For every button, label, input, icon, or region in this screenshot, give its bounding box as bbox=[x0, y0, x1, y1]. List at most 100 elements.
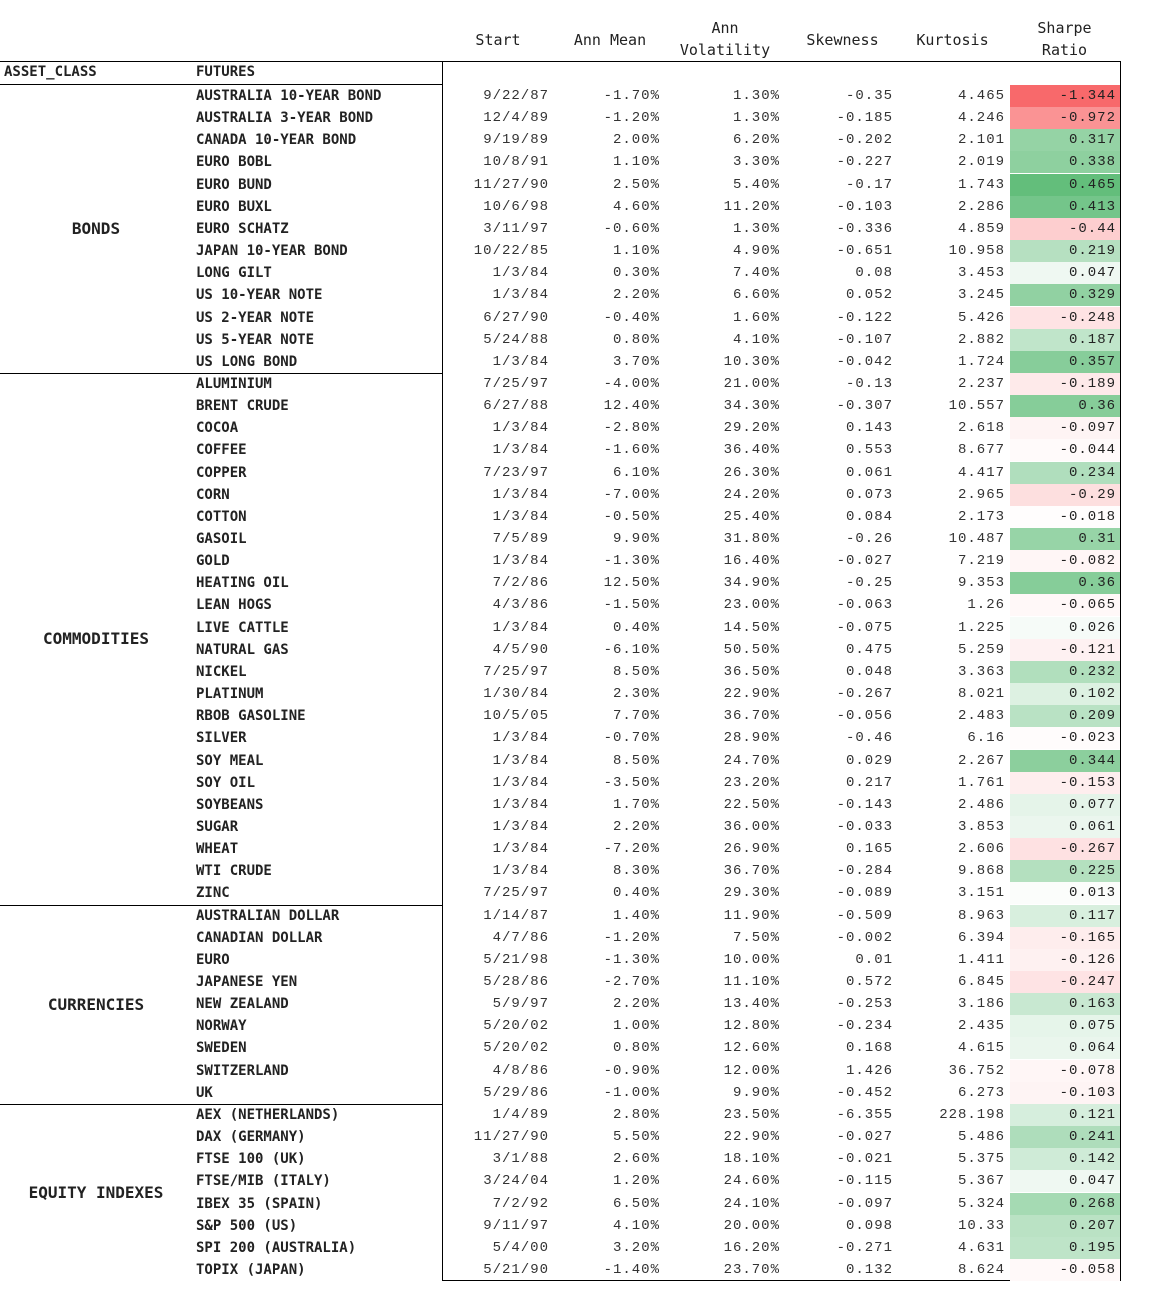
cell-kurtosis: 1.225 bbox=[957, 619, 1005, 636]
cell-ann-volatility: 36.70% bbox=[723, 863, 780, 880]
cell-ann-mean: -1.30% bbox=[603, 951, 660, 968]
cell-sharpe-ratio: 0.209 bbox=[1010, 705, 1120, 728]
cell-ann-mean: 1.10% bbox=[612, 243, 660, 260]
cell-kurtosis: 4.631 bbox=[957, 1239, 1005, 1256]
group-separator bbox=[0, 905, 442, 906]
cell-kurtosis: 2.267 bbox=[957, 752, 1005, 769]
cell-kurtosis: 10.557 bbox=[948, 398, 1005, 415]
cell-ann-volatility: 28.90% bbox=[723, 730, 780, 747]
cell-skewness: -0.027 bbox=[836, 1129, 893, 1146]
cell-start: 7/2/92 bbox=[492, 1195, 549, 1212]
cell-ann-volatility: 36.70% bbox=[723, 708, 780, 725]
cell-ann-mean: 2.20% bbox=[612, 287, 660, 304]
cell-ann-mean: 8.50% bbox=[612, 752, 660, 769]
header-ann-volatility-line1: Ann bbox=[711, 19, 739, 37]
cell-futures: S&P 500 (US) bbox=[196, 1217, 298, 1234]
cell-ann-volatility: 14.50% bbox=[723, 619, 780, 636]
cell-ann-mean: 9.90% bbox=[612, 531, 660, 547]
index-header-asset-class: ASSET_CLASS bbox=[4, 64, 97, 80]
cell-futures: NATURAL GAS bbox=[196, 641, 289, 658]
cell-ann-volatility: 6.60% bbox=[732, 287, 780, 304]
cell-futures: SWEDEN bbox=[196, 1040, 247, 1057]
cell-skewness: 0.143 bbox=[845, 420, 893, 437]
cell-futures: IBEX 35 (SPAIN) bbox=[196, 1195, 323, 1212]
cell-start: 5/20/02 bbox=[483, 1040, 549, 1057]
cell-ann-volatility: 29.30% bbox=[723, 885, 780, 902]
cell-futures: DAX (GERMANY) bbox=[196, 1129, 306, 1146]
cell-ann-mean: -7.00% bbox=[603, 486, 660, 503]
cell-kurtosis: 228.198 bbox=[939, 1106, 1005, 1123]
cell-sharpe-ratio: 0.357 bbox=[1010, 350, 1120, 373]
cell-sharpe-ratio: 0.241 bbox=[1010, 1126, 1120, 1149]
group-separator bbox=[0, 1104, 442, 1105]
cell-ann-mean: 0.40% bbox=[612, 619, 660, 636]
table-row: US 5-YEAR NOTE 5/24/88 0.80% 4.10% -0.107 2.8… bbox=[0, 328, 1175, 351]
cell-kurtosis: 36.752 bbox=[948, 1062, 1005, 1079]
cell-futures: COFFEE bbox=[196, 442, 247, 459]
cell-skewness: 0.073 bbox=[845, 486, 893, 503]
table-row: NEW ZEALAND 5/9/97 2.20% 13.40% -0.253 3.186 0… bbox=[0, 993, 1175, 1016]
cell-sharpe-ratio: -0.153 bbox=[1010, 771, 1120, 794]
cell-ann-mean: 12.40% bbox=[603, 398, 660, 415]
cell-skewness: 0.029 bbox=[845, 752, 893, 769]
cell-ann-volatility: 36.00% bbox=[723, 818, 780, 835]
cell-kurtosis: 5.486 bbox=[957, 1129, 1005, 1146]
table-row: SUGAR 1/3/84 2.20% 36.00% -0.033 3.853 0.061 bbox=[0, 815, 1175, 838]
cell-futures: PLATINUM bbox=[196, 686, 264, 703]
cell-kurtosis: 1.743 bbox=[957, 176, 1005, 193]
cell-ann-volatility: 5.40% bbox=[732, 176, 780, 193]
group-separator bbox=[0, 373, 442, 374]
cell-kurtosis: 2.237 bbox=[957, 375, 1005, 392]
cell-sharpe-ratio: 0.195 bbox=[1010, 1236, 1120, 1259]
table-row: COTTON 1/3/84 -0.50% 25.40% 0.084 2.173 -0.018 bbox=[0, 505, 1175, 528]
cell-futures: SILVER bbox=[196, 730, 247, 747]
cell-start: 1/3/84 bbox=[492, 420, 549, 437]
table-row: ZINC 7/25/97 0.40% 29.30% -0.089 3.151 0.013 bbox=[0, 882, 1175, 905]
cell-sharpe-ratio: 0.077 bbox=[1010, 793, 1120, 816]
cell-skewness: 0.01 bbox=[855, 951, 893, 968]
cell-start: 5/29/86 bbox=[483, 1084, 549, 1101]
cell-ann-volatility: 24.70% bbox=[723, 752, 780, 769]
cell-start: 1/3/84 bbox=[492, 863, 549, 880]
cell-sharpe-ratio: 0.047 bbox=[1010, 1170, 1120, 1193]
cell-kurtosis: 9.353 bbox=[957, 575, 1005, 592]
cell-futures: EURO BUND bbox=[196, 176, 272, 193]
cell-ann-volatility: 24.20% bbox=[723, 486, 780, 503]
cell-start: 10/22/85 bbox=[473, 243, 549, 260]
table-row: SOY OIL 1/3/84 -3.50% 23.20% 0.217 1.761 -0.15… bbox=[0, 771, 1175, 794]
cell-skewness: 0.052 bbox=[845, 287, 893, 304]
cell-skewness: -0.027 bbox=[836, 553, 893, 570]
cell-kurtosis: 6.16 bbox=[967, 730, 1005, 747]
cell-ann-volatility: 4.10% bbox=[732, 331, 780, 348]
cell-skewness: -0.143 bbox=[836, 796, 893, 813]
cell-skewness: -0.26 bbox=[845, 531, 893, 547]
cell-futures: CANADIAN DOLLAR bbox=[196, 929, 323, 946]
cell-skewness: -0.202 bbox=[836, 132, 893, 149]
cell-kurtosis: 5.367 bbox=[957, 1173, 1005, 1190]
cell-ann-volatility: 20.00% bbox=[723, 1217, 780, 1234]
cell-kurtosis: 5.259 bbox=[957, 641, 1005, 658]
table-row: SOYBEANS 1/3/84 1.70% 22.50% -0.143 2.486 0.07… bbox=[0, 793, 1175, 816]
cell-skewness: -0.227 bbox=[836, 154, 893, 171]
cell-sharpe-ratio: 0.232 bbox=[1010, 660, 1120, 683]
cell-kurtosis: 9.868 bbox=[957, 863, 1005, 880]
cell-futures: WTI CRUDE bbox=[196, 863, 272, 880]
cell-sharpe-ratio: 0.075 bbox=[1010, 1015, 1120, 1038]
cell-start: 5/24/88 bbox=[483, 331, 549, 348]
cell-ann-volatility: 34.90% bbox=[723, 575, 780, 592]
cell-ann-volatility: 36.50% bbox=[723, 663, 780, 680]
cell-ann-mean: -0.50% bbox=[603, 508, 660, 525]
cell-ann-mean: 2.60% bbox=[612, 1151, 660, 1168]
cell-start: 4/5/90 bbox=[492, 641, 549, 658]
cell-skewness: -0.17 bbox=[845, 176, 893, 193]
cell-ann-mean: -7.20% bbox=[603, 841, 660, 858]
cell-ann-mean: -4.00% bbox=[603, 375, 660, 392]
table-row: PLATINUM 1/30/84 2.30% 22.90% -0.267 8.021 0.1… bbox=[0, 683, 1175, 706]
cell-start: 1/3/84 bbox=[492, 619, 549, 636]
cell-kurtosis: 2.486 bbox=[957, 796, 1005, 813]
group-label: BONDS bbox=[71, 219, 121, 238]
cell-ann-volatility: 9.90% bbox=[732, 1084, 780, 1101]
cell-kurtosis: 8.963 bbox=[957, 907, 1005, 924]
cell-kurtosis: 2.286 bbox=[957, 198, 1005, 215]
